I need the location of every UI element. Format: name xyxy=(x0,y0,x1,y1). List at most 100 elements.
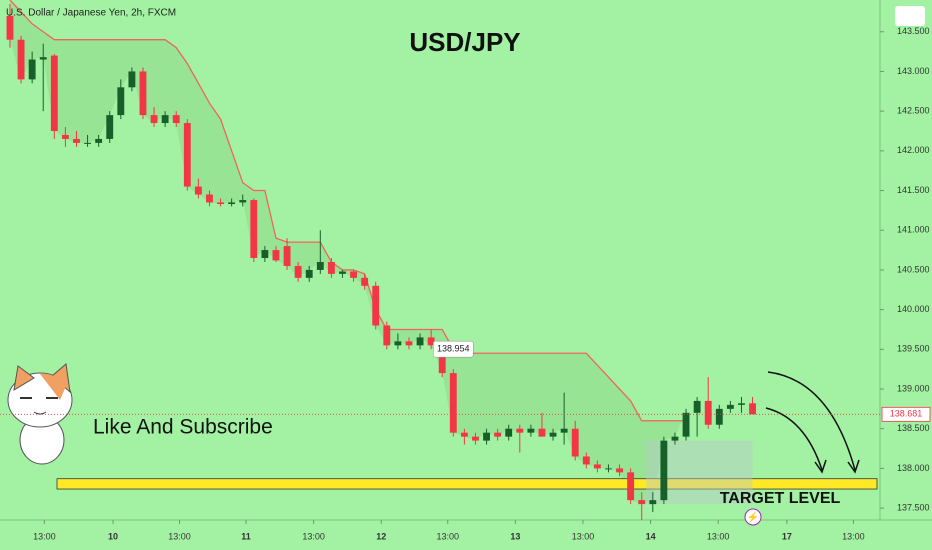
x-tick-label: 13:00 xyxy=(302,531,325,541)
target-zone xyxy=(56,478,878,490)
x-tick-label: 17 xyxy=(782,531,792,541)
candle-body xyxy=(339,271,346,274)
candle-body xyxy=(460,432,468,437)
candle-body xyxy=(150,115,158,124)
candle-body xyxy=(172,115,180,124)
y-tick-label: 138.500 xyxy=(897,423,930,433)
last-price-tag xyxy=(881,406,931,422)
x-tick-label: 13:00 xyxy=(168,531,191,541)
candle-body xyxy=(183,123,191,187)
target-label: TARGET LEVEL xyxy=(720,490,841,507)
candle-body xyxy=(161,115,169,124)
chart-title: USD/JPY xyxy=(409,27,520,57)
candle-body xyxy=(549,432,557,437)
candle-body xyxy=(228,202,236,205)
x-tick-label: 13:00 xyxy=(436,531,459,541)
candle-body xyxy=(738,403,745,405)
candle-body xyxy=(128,71,136,88)
candle-body xyxy=(560,428,568,433)
y-tick-label: 140.500 xyxy=(897,264,930,274)
candle-body xyxy=(593,464,601,469)
candle-body xyxy=(350,271,357,278)
candle-body xyxy=(372,285,380,326)
candle-body xyxy=(95,138,103,143)
candle-body xyxy=(394,341,402,346)
candle-body xyxy=(704,400,712,425)
candle-body xyxy=(61,134,69,139)
candle-body xyxy=(671,436,679,441)
candle-body xyxy=(571,428,579,457)
arrow-head xyxy=(847,459,860,474)
y-tick-label: 141.500 xyxy=(897,185,930,195)
x-tick-label: 11 xyxy=(241,531,251,541)
high-callout-box xyxy=(433,340,474,358)
subscribe-text: Like And Subscribe xyxy=(93,416,273,439)
high-callout: 138.954 xyxy=(437,344,470,354)
candle-body xyxy=(505,428,513,437)
candle-body xyxy=(294,265,302,278)
candle-body xyxy=(50,55,58,131)
x-tick-label: 14 xyxy=(646,531,656,541)
candle-body xyxy=(749,403,756,415)
candle-body xyxy=(272,250,280,261)
y-tick-label: 139.000 xyxy=(897,383,930,393)
logo-box xyxy=(895,6,925,26)
candle-body xyxy=(194,186,202,195)
candle-body xyxy=(73,138,80,143)
stop-area xyxy=(9,0,687,505)
candle-body xyxy=(206,194,213,203)
event-icon[interactable] xyxy=(744,508,762,526)
x-tick-label: 13:00 xyxy=(572,531,595,541)
plot-area: TARGET LEVEL 138.954 xyxy=(6,0,878,520)
candle-body xyxy=(305,269,313,278)
candle-body xyxy=(405,341,413,346)
candle-body xyxy=(84,142,91,144)
x-tick-label: 13 xyxy=(510,531,520,541)
last-price-label: 138.681 xyxy=(890,409,923,419)
symbol-header: U.S. Dollar / Japanese Yen, 2h, FXCM xyxy=(6,8,176,19)
y-tick-label: 143.000 xyxy=(897,66,930,76)
candle-body xyxy=(527,428,535,433)
candle-body xyxy=(649,500,657,505)
candle-body xyxy=(538,428,546,437)
candle-body xyxy=(693,400,701,413)
candle-body xyxy=(383,325,391,346)
x-tick-label: 13:00 xyxy=(33,531,56,541)
candle-body xyxy=(605,468,612,470)
candle-body xyxy=(638,500,646,505)
candle-body xyxy=(438,345,446,374)
candle-body xyxy=(117,87,125,116)
candle-body xyxy=(39,57,47,60)
candle-body xyxy=(17,39,25,80)
stop-line xyxy=(9,0,687,422)
y-tick-label: 142.000 xyxy=(897,145,930,155)
y-tick-label: 142.500 xyxy=(897,106,930,116)
y-tick-label: 139.500 xyxy=(897,344,930,354)
arrow xyxy=(767,371,856,471)
candle-body xyxy=(682,412,690,437)
candle-body xyxy=(327,261,335,274)
candle-body xyxy=(283,246,291,266)
y-tick-label: 137.500 xyxy=(897,502,930,512)
candle-body xyxy=(250,200,258,259)
arrow xyxy=(765,407,823,471)
event-icon-glyph: ⚡ xyxy=(747,511,759,524)
candle-body xyxy=(627,472,635,501)
candle-body xyxy=(616,468,623,473)
mascot xyxy=(7,363,73,465)
candle-body xyxy=(261,250,269,259)
candle-body xyxy=(28,59,36,80)
candle-body xyxy=(494,432,502,437)
candle-body xyxy=(427,337,435,346)
arrow-head xyxy=(814,459,827,474)
candle-body xyxy=(416,337,424,346)
candle-body xyxy=(217,202,224,205)
x-tick-label: 12 xyxy=(376,531,386,541)
candle-body xyxy=(582,456,590,465)
candle-body xyxy=(106,115,114,139)
y-tick-label: 141.000 xyxy=(897,225,930,235)
candle-body xyxy=(139,71,147,116)
candle-body xyxy=(472,436,479,441)
candle-body xyxy=(361,277,369,286)
